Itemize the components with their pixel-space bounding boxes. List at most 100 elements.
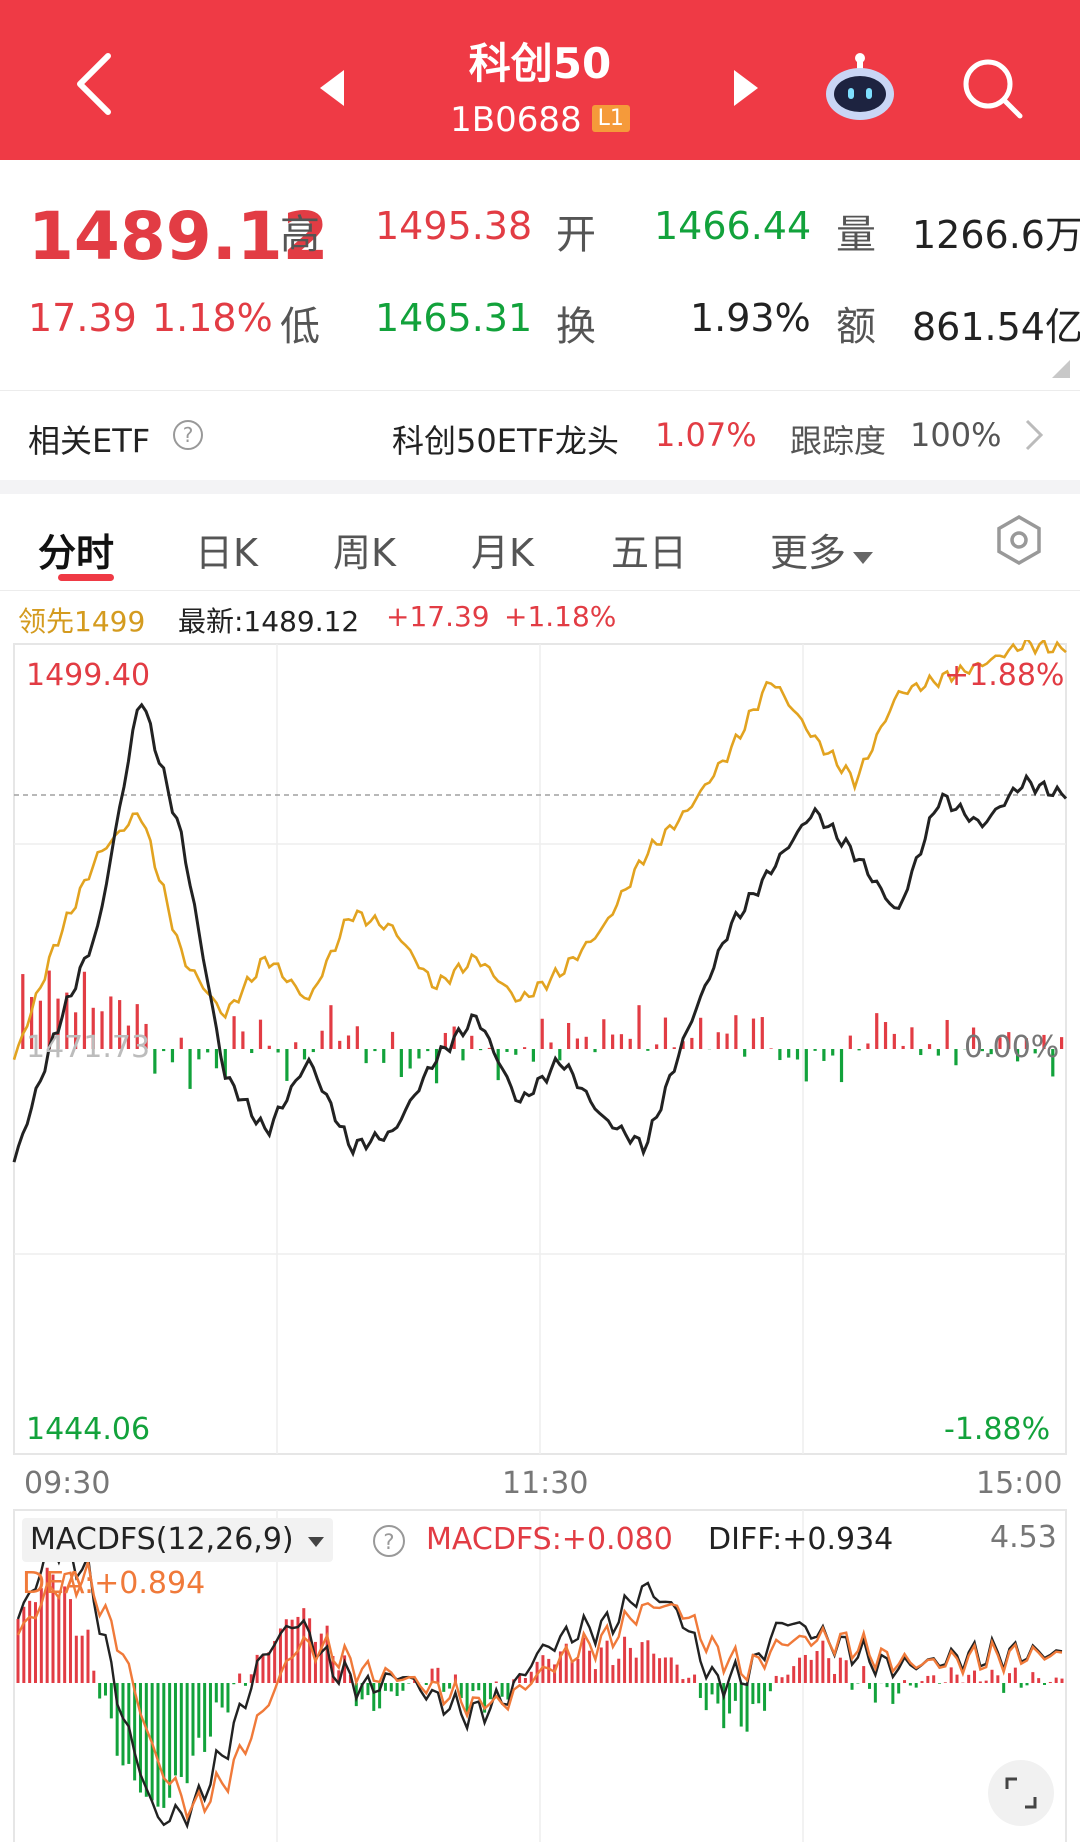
macd-bar-down <box>372 1683 376 1711</box>
breadth-bar-down <box>311 1049 315 1053</box>
macd-bar-up <box>92 1670 96 1683</box>
macd-bar-down <box>98 1683 102 1699</box>
breadth-bar-down <box>478 1049 483 1051</box>
breadth-bar-up <box>232 1016 236 1049</box>
macd-bar-up <box>80 1635 84 1683</box>
tab-monthly-k[interactable]: 月K <box>471 531 534 575</box>
tab-daily-k[interactable]: 日K <box>195 531 258 575</box>
macd-bar-down <box>488 1683 492 1700</box>
prev-index-icon[interactable] <box>318 68 346 108</box>
breadth-bar-down <box>197 1049 201 1060</box>
tab-intraday[interactable]: 分时 <box>38 531 115 575</box>
divider <box>0 390 1080 391</box>
macd-bar-down <box>938 1683 942 1684</box>
macd-bar-up <box>494 1681 498 1683</box>
breadth-bar-down <box>531 1049 535 1062</box>
breadth-bar-down <box>250 1049 254 1054</box>
macd-bar-down <box>191 1683 195 1756</box>
macd-bar-up <box>68 1599 72 1683</box>
macd-bar-down <box>401 1683 405 1691</box>
macd-bar-down <box>914 1683 918 1688</box>
etf-pct: 1.07% <box>655 416 757 454</box>
macd-bar-down <box>121 1683 125 1766</box>
breadth-bar-up <box>927 1044 932 1049</box>
breadth-bar-down <box>285 1049 289 1081</box>
breadth-bar-up <box>118 1000 122 1049</box>
settings-icon[interactable] <box>993 514 1045 566</box>
macd-bar-down <box>868 1683 872 1689</box>
breadth-bar-up <box>346 1035 351 1049</box>
lead-line <box>12 640 1067 1061</box>
high-value: 1495.38 <box>375 204 533 248</box>
macd-bar-up <box>57 1596 61 1683</box>
macd-indicator-selector[interactable]: MACDFS(12,26,9) <box>22 1518 334 1562</box>
breadth-bar-down <box>302 1049 307 1060</box>
intraday-chart[interactable] <box>0 640 1080 1460</box>
breadth-bar-up <box>769 1048 773 1049</box>
macd-bar-down <box>763 1683 767 1711</box>
chevron-right-icon[interactable] <box>1024 418 1044 452</box>
macd-indicator-name: MACDFS(12,26,9) <box>30 1522 294 1557</box>
breadth-bar-up <box>760 1017 764 1049</box>
macd-bar-down <box>448 1683 452 1689</box>
tab-more[interactable]: 更多 <box>770 522 874 577</box>
next-index-icon[interactable] <box>732 68 760 108</box>
fullscreen-button[interactable] <box>988 1760 1054 1826</box>
time-label-close: 15:00 <box>976 1466 1063 1501</box>
related-etf-row[interactable]: 相关ETF ? 科创50ETF龙头 1.07% 跟踪度 100% <box>0 392 1080 480</box>
page-title: 科创50 <box>468 39 612 88</box>
breadth-bar-up <box>355 1026 359 1049</box>
breadth-bar-down <box>408 1049 412 1069</box>
time-label-open: 09:30 <box>24 1466 111 1501</box>
breadth-bar-down <box>787 1049 791 1058</box>
macd-bar-up <box>955 1674 959 1683</box>
macd-bar-up <box>290 1619 294 1683</box>
macd-bar-down <box>891 1683 895 1704</box>
macd-bar-up <box>903 1680 907 1683</box>
breadth-bar-down <box>980 1049 984 1052</box>
breadth-bar-up <box>65 992 69 1049</box>
macd-bar-up <box>261 1654 265 1683</box>
tab-weekly-k[interactable]: 周K <box>333 531 396 575</box>
macd-bar-up <box>278 1628 282 1683</box>
macd-bar-up <box>838 1657 842 1683</box>
macd-bar-down <box>127 1683 131 1764</box>
breadth-bar-down <box>399 1049 403 1078</box>
macd-bar-up <box>558 1651 562 1683</box>
macd-bar-up <box>862 1666 866 1683</box>
breadth-bar-up <box>681 1041 685 1049</box>
help-icon[interactable]: ? <box>172 419 204 451</box>
macd-bar-up <box>284 1619 288 1683</box>
expand-corner-icon[interactable] <box>1052 360 1070 378</box>
breadth-bar-up <box>611 1034 615 1049</box>
breadth-bar-up <box>56 998 60 1049</box>
breadth-bar-down <box>804 1049 808 1082</box>
breadth-bar-up <box>910 1027 914 1049</box>
robot-assistant-icon[interactable] <box>820 50 900 122</box>
low-value: 1465.31 <box>375 296 533 340</box>
macd-bar-up <box>1013 1667 1017 1683</box>
macd-bar-up <box>564 1643 568 1683</box>
breadth-bar-up <box>390 1031 395 1049</box>
macd-bar-up <box>255 1654 259 1683</box>
macd-chart[interactable] <box>0 1508 1080 1842</box>
macd-bar-up <box>943 1682 947 1683</box>
macd-bar-down <box>850 1683 854 1690</box>
search-icon[interactable] <box>960 56 1026 122</box>
tab-five-day[interactable]: 五日 <box>611 531 688 575</box>
macd-bar-down <box>885 1683 889 1688</box>
back-icon[interactable] <box>70 52 120 116</box>
macd-bar-up <box>803 1654 807 1683</box>
breadth-bar-down <box>170 1049 175 1063</box>
macd-bar-up <box>436 1667 440 1683</box>
macd-bar-up <box>833 1673 837 1683</box>
pct-axis-bottom: -1.88% <box>944 1412 1051 1447</box>
help-icon[interactable]: ? <box>372 1524 406 1558</box>
etf-name[interactable]: 科创50ETF龙头 <box>392 422 619 460</box>
breadth-bar-up <box>866 1043 870 1049</box>
price-axis-mid: 1471.73 <box>26 1030 151 1065</box>
breadth-bar-down <box>839 1049 844 1083</box>
breadth-bar-up <box>734 1015 738 1049</box>
macd-bar-up <box>535 1661 539 1683</box>
macd-bar-down <box>710 1683 714 1695</box>
